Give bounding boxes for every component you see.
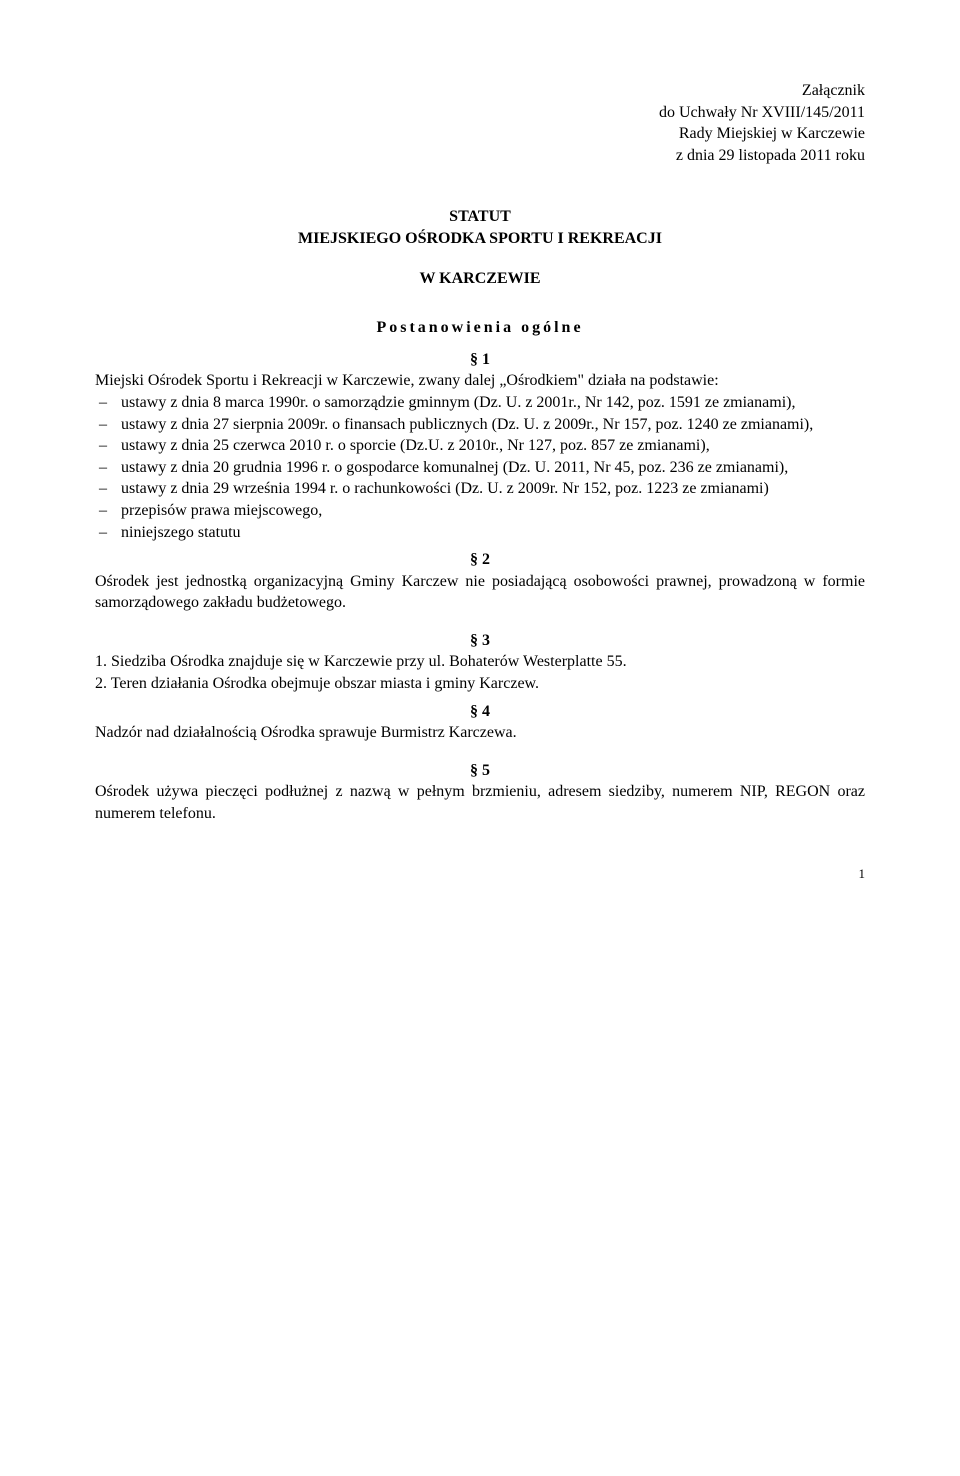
list-item: ustawy z dnia 29 września 1994 r. o rach… <box>95 478 865 500</box>
attachment-line: Załącznik <box>95 80 865 102</box>
title-line: MIEJSKIEGO OŚRODKA SPORTU I REKREACJI <box>95 228 865 250</box>
attachment-header: Załącznik do Uchwały Nr XVIII/145/2011 R… <box>95 80 865 166</box>
list-item: ustawy z dnia 8 marca 1990r. o samorządz… <box>95 392 865 414</box>
attachment-line: z dnia 29 listopada 2011 roku <box>95 145 865 167</box>
list-item: ustawy z dnia 25 czerwca 2010 r. o sporc… <box>95 435 865 457</box>
section-2-marker: § 2 <box>95 549 865 571</box>
section-4-marker: § 4 <box>95 701 865 723</box>
list-item: ustawy z dnia 20 grudnia 1996 r. o gospo… <box>95 457 865 479</box>
attachment-line: do Uchwały Nr XVIII/145/2011 <box>95 102 865 124</box>
section-1-marker: § 1 <box>95 349 865 371</box>
section-3-item: 1. Siedziba Ośrodka znajduje się w Karcz… <box>95 651 865 673</box>
title-line: STATUT <box>95 206 865 228</box>
list-item: niniejszego statutu <box>95 522 865 544</box>
list-item: ustawy z dnia 27 sierpnia 2009r. o finan… <box>95 414 865 436</box>
section-3-item: 2. Teren działania Ośrodka obejmuje obsz… <box>95 673 865 695</box>
list-item: przepisów prawa miejscowego, <box>95 500 865 522</box>
attachment-line: Rady Miejskiej w Karczewie <box>95 123 865 145</box>
section-3-marker: § 3 <box>95 630 865 652</box>
section-1-list: ustawy z dnia 8 marca 1990r. o samorządz… <box>95 392 865 543</box>
page-number: 1 <box>95 865 865 883</box>
section-1-intro: Miejski Ośrodek Sportu i Rekreacji w Kar… <box>95 370 865 392</box>
general-provisions-heading: Postanowienia ogólne <box>95 317 865 339</box>
section-4-text: Nadzór nad działalnością Ośrodka sprawuj… <box>95 722 865 744</box>
document-title: STATUT MIEJSKIEGO OŚRODKA SPORTU I REKRE… <box>95 206 865 289</box>
title-line: W KARCZEWIE <box>95 268 865 290</box>
section-2-text: Ośrodek jest jednostką organizacyjną Gmi… <box>95 571 865 614</box>
section-5-marker: § 5 <box>95 760 865 782</box>
section-5-text: Ośrodek używa pieczęci podłużnej z nazwą… <box>95 781 865 824</box>
